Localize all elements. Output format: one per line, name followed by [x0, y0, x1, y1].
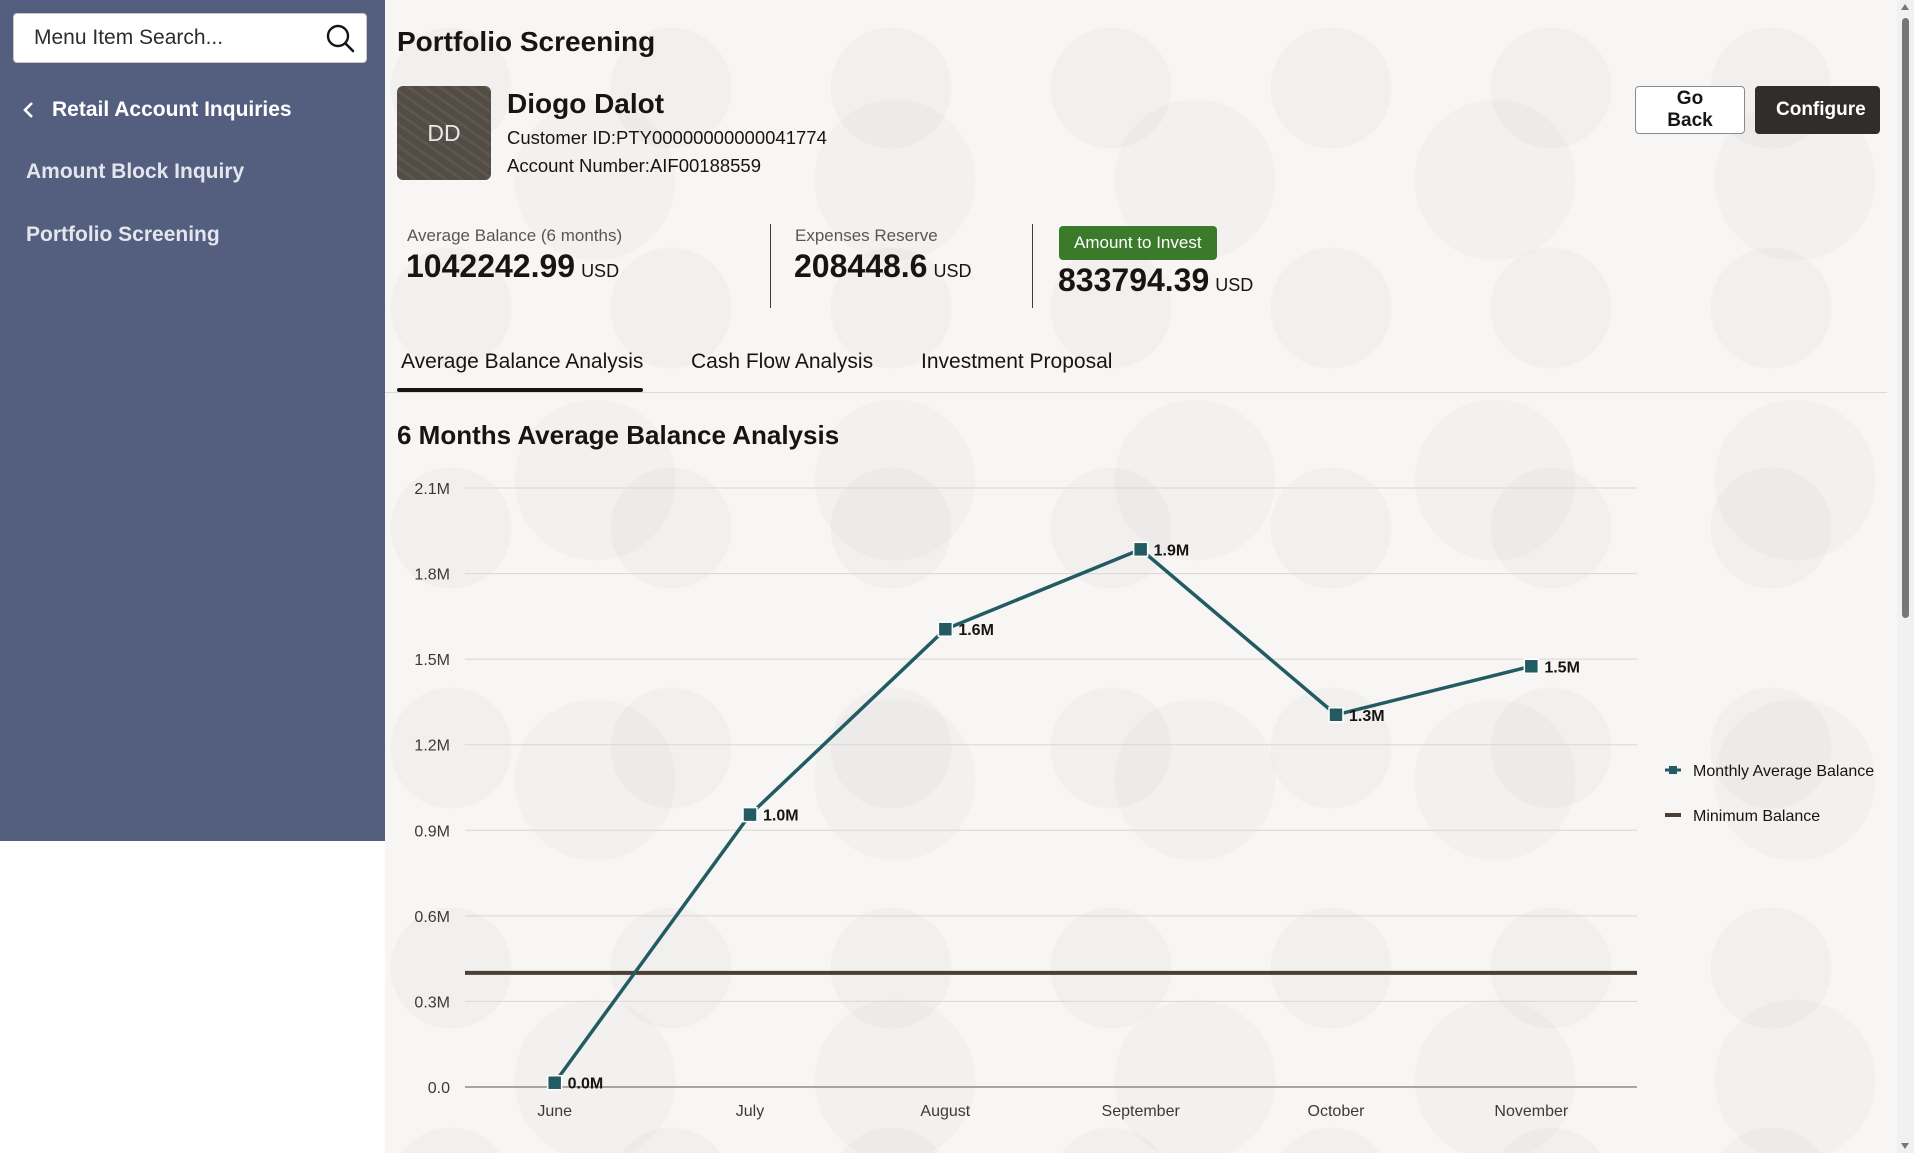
x-tick-label: August — [920, 1103, 970, 1120]
y-tick-label: 0.0 — [428, 1080, 450, 1097]
chart-title: 6 Months Average Balance Analysis — [397, 420, 840, 450]
tab-bar: Average Balance Analysis Cash Flow Analy… — [385, 340, 1887, 393]
amount-to-invest-value: 833794.39 USD — [1058, 262, 1253, 299]
chart-legend: Monthly Average Balance Minimum Balance — [1665, 763, 1874, 825]
data-point — [1523, 658, 1540, 675]
vertical-scrollbar[interactable] — [1897, 0, 1914, 1153]
average-balance-amount: 1042242.99 — [406, 248, 576, 284]
legend-marker — [1669, 766, 1677, 774]
scrollbar-thumb[interactable] — [1902, 18, 1909, 618]
tab-investment-proposal[interactable]: Investment Proposal — [921, 350, 1113, 373]
legend-label: Minimum Balance — [1693, 808, 1820, 825]
expenses-reserve-amount: 208448.6 — [794, 248, 928, 284]
x-tick-label: October — [1308, 1103, 1366, 1120]
x-tick-label: July — [736, 1103, 764, 1120]
y-tick-label: 0.6M — [414, 909, 450, 926]
chart-grid — [465, 487, 1637, 1088]
legend-label: Monthly Average Balance — [1693, 763, 1874, 780]
y-tick-label: 2.1M — [414, 481, 450, 498]
average-balance-unit: USD — [581, 261, 620, 281]
customer-name: Diogo Dalot — [507, 88, 665, 119]
y-tick-label: 0.3M — [414, 994, 450, 1011]
expenses-reserve-label: Expenses Reserve — [795, 226, 938, 245]
menu-search-input[interactable] — [14, 14, 334, 62]
average-balance-value: 1042242.99 USD — [406, 248, 619, 285]
page-title: Portfolio Screening — [397, 26, 656, 57]
amount-to-invest-amount: 833794.39 — [1058, 262, 1210, 298]
expenses-reserve-value: 208448.6 USD — [794, 248, 971, 285]
y-tick-label: 1.5M — [414, 652, 450, 669]
data-point — [742, 806, 758, 823]
blank-area — [0, 841, 381, 1153]
go-back-button[interactable]: Go Back — [1635, 86, 1745, 134]
main-content: Portfolio Screening DD Diogo Dalot Custo… — [385, 0, 1897, 1153]
data-point — [1132, 541, 1149, 558]
data-label: 1.5M — [1544, 659, 1580, 676]
y-tick-label: 1.2M — [414, 738, 450, 755]
metric-divider — [1032, 224, 1033, 308]
expenses-reserve-unit: USD — [933, 261, 972, 281]
customer-id: Customer ID:PTY00000000000041774 — [507, 127, 827, 148]
y-axis-ticks: 0.0 0.3M 0.6M 0.9M 1.2M 1.5M 1.8M 2.1M — [414, 481, 450, 1097]
account-number: Account Number:AIF00188559 — [507, 155, 762, 176]
amount-to-invest-badge: Amount to Invest — [1059, 226, 1217, 260]
data-label: 1.9M — [1154, 542, 1190, 559]
x-tick-label: June — [537, 1103, 572, 1120]
sidebar: Retail Account Inquiries Amount Block In… — [0, 0, 385, 841]
back-label: Retail Account Inquiries — [52, 98, 292, 121]
scroll-down-icon[interactable] — [1901, 1143, 1909, 1149]
avatar: DD — [397, 86, 491, 180]
active-tab-indicator — [397, 388, 643, 392]
data-label: 1.6M — [958, 622, 994, 639]
series-line — [553, 547, 1532, 1084]
data-point — [546, 1074, 563, 1091]
data-label: 0.0M — [568, 1076, 604, 1093]
avatar-initials: DD — [427, 119, 461, 146]
data-label: 1.3M — [1349, 708, 1385, 725]
chevron-left-icon — [23, 102, 33, 118]
sidebar-item-portfolio-screening[interactable]: Portfolio Screening — [26, 223, 220, 246]
data-point — [1328, 707, 1344, 723]
monthly-average-balance-series: 0.0M 1.0M 1.6M 1.9M 1.3M 1.5M — [546, 541, 1580, 1093]
y-tick-label: 1.8M — [414, 567, 450, 584]
scroll-up-icon[interactable] — [1901, 4, 1909, 10]
sidebar-item-amount-block-inquiry[interactable]: Amount Block Inquiry — [26, 160, 245, 183]
menu-search-box — [13, 13, 367, 63]
amount-to-invest-unit: USD — [1215, 275, 1254, 295]
x-axis-ticks: June July August September October November — [537, 1103, 1569, 1120]
tab-average-balance-analysis[interactable]: Average Balance Analysis — [401, 350, 644, 373]
x-tick-label: September — [1102, 1103, 1181, 1120]
x-tick-label: November — [1494, 1103, 1568, 1120]
average-balance-chart: 0.0 0.3M 0.6M 0.9M 1.2M 1.5M 1.8M 2.1M June July… — [414, 481, 1874, 1120]
configure-button[interactable]: Configure — [1755, 86, 1880, 134]
tab-cash-flow-analysis[interactable]: Cash Flow Analysis — [691, 350, 874, 373]
average-balance-label: Average Balance (6 months) — [407, 226, 623, 245]
metric-divider — [770, 224, 771, 308]
search-icon[interactable] — [324, 23, 356, 55]
data-label: 1.0M — [763, 808, 799, 825]
back-to-retail-account-inquiries[interactable]: Retail Account Inquiries — [22, 92, 292, 128]
y-tick-label: 0.9M — [414, 823, 450, 840]
data-point — [937, 621, 954, 637]
